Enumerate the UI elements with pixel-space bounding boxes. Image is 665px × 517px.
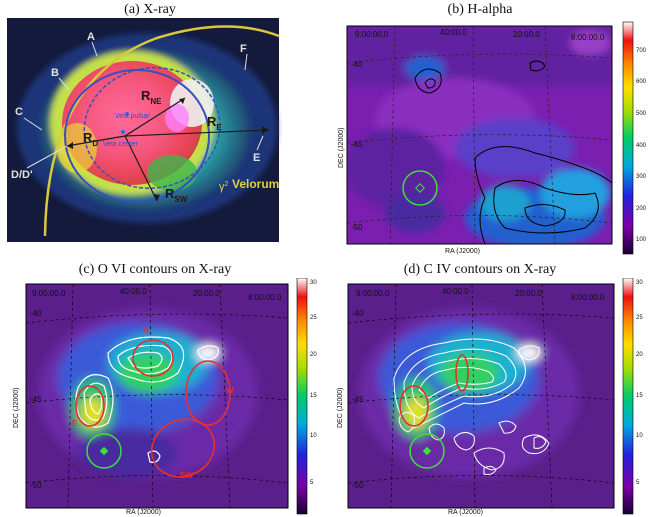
b-cb-600: 600: [636, 79, 647, 85]
ovi-label-e: E: [72, 419, 78, 428]
b-cb-300: 300: [636, 174, 647, 180]
panel-d-image: 9:00:00.0 40:00.0 20:00.0 8:00:00.0 -40 …: [334, 278, 665, 517]
b-cb-100: 100: [636, 237, 647, 243]
b-ra-tick-4: 8:00:00.0: [571, 33, 605, 42]
b-ra-tick-1: 9:00:00.0: [355, 30, 389, 39]
c-xlabel: RA (J2000): [126, 509, 161, 516]
d-dec-tick-3: -50: [352, 481, 364, 490]
panel-d-title: (d) C IV contours on X-ray: [403, 262, 557, 277]
d-cb-20: 20: [636, 352, 643, 358]
label-a: A: [87, 31, 95, 43]
d-cb-15: 15: [636, 393, 643, 399]
d-cb-10: 10: [636, 433, 643, 439]
c-dec-tick-2: -45: [30, 395, 42, 404]
halpha-green-circle: [402, 170, 438, 206]
d-ra-tick-3: 20:00.0: [515, 289, 542, 298]
civ-green-circle: [409, 433, 445, 469]
b-ra-tick-2: 40:00.0: [440, 28, 467, 37]
panel-a-image: A B C F E D/D' RNE RD RE RSW Vela pulsar…: [7, 18, 293, 245]
label-dd: D/D': [11, 169, 33, 181]
c-ra-tick-4: 8:00:00.0: [248, 293, 282, 302]
b-cb-500: 500: [636, 111, 647, 117]
panel-b-title: (b) H-alpha: [447, 2, 513, 17]
ovi-green-circle: [86, 433, 122, 469]
vela-center-marker: [121, 130, 125, 134]
xray-remnant-core: [62, 61, 202, 185]
label-gamma: γ2: [219, 181, 229, 193]
c-dec-tick-1: -40: [30, 309, 42, 318]
d-ra-tick-1: 9:00:00.0: [356, 289, 390, 298]
ovi-label-n: N: [143, 326, 149, 335]
c-ylabel: DEC (J2000): [13, 388, 20, 428]
panel-a-title: (a) X-ray: [124, 2, 176, 17]
d-dec-tick-2: -45: [352, 395, 364, 404]
b-dec-tick-2: -45: [351, 140, 363, 149]
panel-c-title: (c) O VI contours on X-ray: [78, 262, 232, 277]
b-ra-tick-3: 20:00.0: [513, 30, 540, 39]
label-f: F: [240, 43, 247, 55]
ovi-ellipse-w: [185, 360, 231, 426]
panel-b-image: 9:00:00.0 40:00.0 20:00.0 8:00:00.0 -40 …: [335, 18, 665, 258]
b-cb-400: 400: [636, 143, 647, 149]
label-e: E: [253, 152, 260, 164]
d-cb-30: 30: [636, 280, 643, 286]
b-ylabel: DEC (J2000): [338, 128, 345, 168]
c-cb-25: 25: [310, 315, 317, 321]
ovi-ellipse-n: [132, 339, 174, 377]
c-cb-15: 15: [310, 393, 317, 399]
c-cb-5: 5: [310, 480, 314, 486]
d-dec-tick-1: -40: [352, 309, 364, 318]
b-colorbar: [622, 21, 634, 255]
b-dec-tick-3: -50: [351, 223, 363, 232]
b-xlabel: RA (J2000): [445, 248, 480, 255]
d-ra-tick-4: 8:00:00.0: [571, 293, 605, 302]
ovi-ellipse-sw: [150, 418, 216, 478]
ovi-label-sw: SW: [180, 471, 193, 480]
panel-c-image: N W E SW 9:00:00.0 40:00.0 20:00.0 8:00:…: [8, 278, 330, 517]
d-cb-25: 25: [636, 315, 643, 321]
civ-ellipse-e: [399, 385, 429, 427]
b-cb-700: 700: [636, 48, 647, 54]
c-ra-tick-2: 40:00.0: [120, 287, 147, 296]
c-cb-30: 30: [310, 280, 317, 286]
c-cb-10: 10: [310, 433, 317, 439]
ovi-ellipse-e: [75, 385, 105, 427]
label-rd: RD: [83, 130, 98, 148]
b-cb-200: 200: [636, 206, 647, 212]
civ-contours: [393, 338, 550, 475]
c-colorbar: [296, 278, 308, 515]
d-cb-5: 5: [636, 480, 640, 486]
c-ra-tick-1: 9:00:00.0: [32, 289, 66, 298]
vela-pulsar-marker: [125, 112, 129, 116]
ovi-label-w: W: [226, 386, 234, 395]
xray-rim-arc: [43, 25, 280, 237]
label-rne: RNE: [141, 88, 162, 106]
d-xlabel: RA (J2000): [448, 509, 483, 516]
d-ra-tick-2: 40:00.0: [442, 287, 469, 296]
label-re: RE: [207, 114, 222, 132]
label-vela-pulsar: Vela pulsar: [115, 113, 150, 120]
c-cb-20: 20: [310, 352, 317, 358]
c-ra-tick-3: 20:00.0: [193, 289, 220, 298]
d-ylabel: DEC (J2000): [337, 388, 344, 428]
label-vela-center: Vela center: [103, 141, 139, 148]
b-dec-tick-1: -40: [351, 60, 363, 69]
label-velorum: Velorum: [232, 177, 279, 191]
label-rsw: RSW: [165, 186, 188, 204]
c-dec-tick-3: -50: [30, 481, 42, 490]
radius-arrows: [66, 97, 270, 202]
ovi-contours: [75, 336, 219, 463]
d-colorbar: [622, 278, 634, 515]
label-c: C: [15, 106, 23, 118]
civ-ellipse-n: [455, 354, 469, 392]
label-b: B: [51, 67, 59, 79]
